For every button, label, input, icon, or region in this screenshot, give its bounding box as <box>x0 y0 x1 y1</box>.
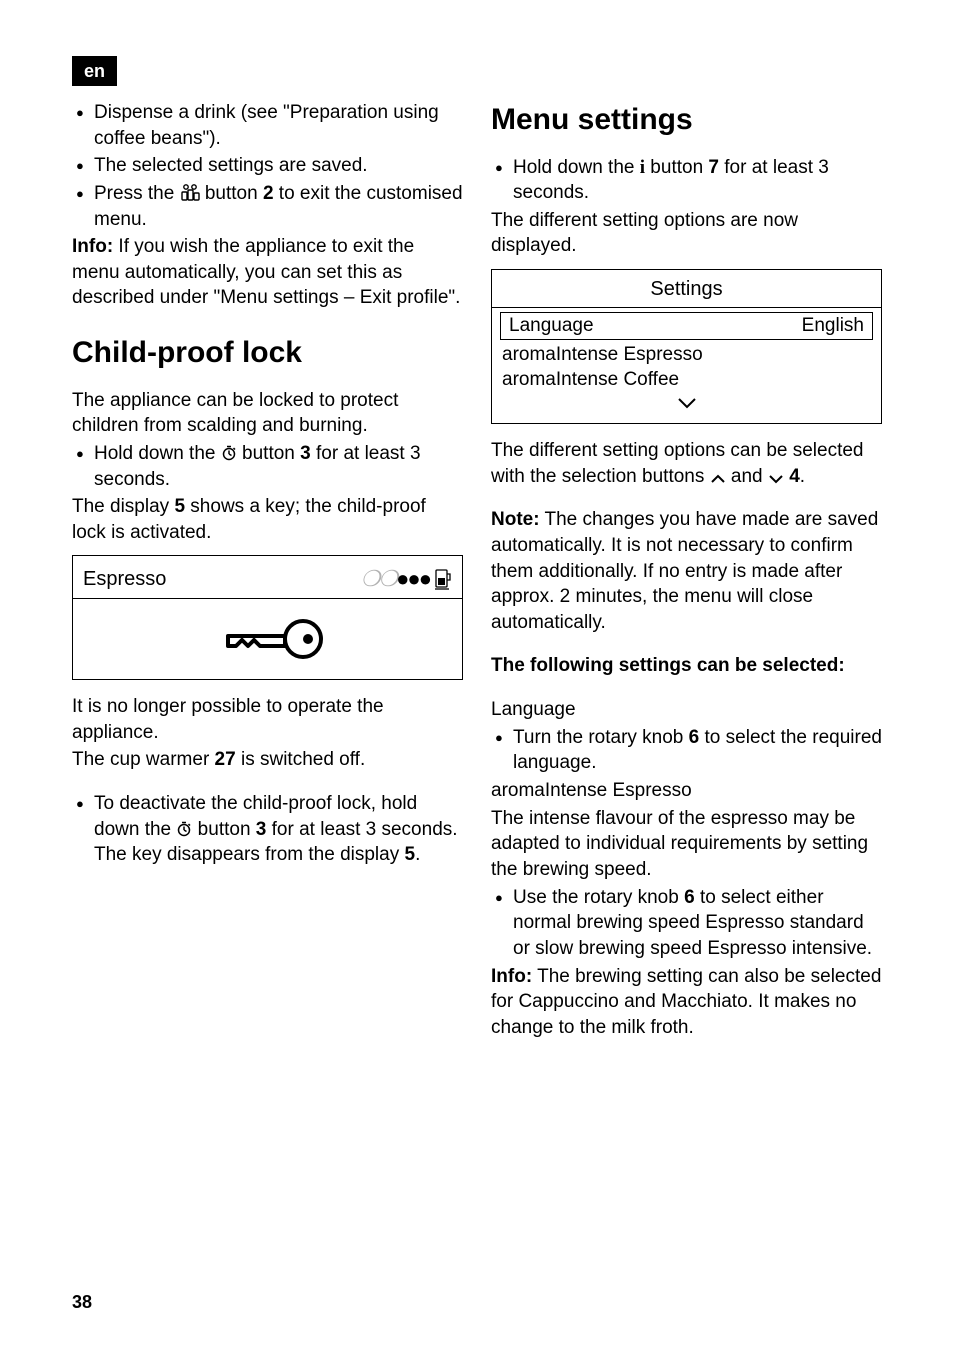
language-tag: en <box>72 56 117 86</box>
text: is switched off. <box>236 749 366 770</box>
text: The different setting options can be sel… <box>491 440 864 487</box>
text: and <box>726 466 768 487</box>
paragraph: The cup warmer 27 is switched off. <box>72 747 463 773</box>
ref-number: 5 <box>174 496 185 517</box>
chevron-down-icon <box>768 474 784 484</box>
scroll-down-indicator <box>502 393 871 417</box>
ref-number: 6 <box>684 887 695 908</box>
left-column: Dispense a drink (see "Preparation using… <box>72 100 463 1042</box>
setting-value: Cappuccino <box>518 991 618 1012</box>
text: The changes you have made are saved auto… <box>491 509 878 633</box>
setting-name-language: Language <box>491 697 882 723</box>
text: If you wish the appliance to exit the me… <box>72 236 460 308</box>
paragraph: The display 5 shows a key; the child-pro… <box>72 494 463 545</box>
text: and <box>619 991 661 1012</box>
bean-strength-indicator: ❍❍●●● <box>361 564 452 594</box>
paragraph: The different setting options can be sel… <box>491 438 882 489</box>
ref-number: 6 <box>689 727 700 748</box>
key-lock-icon <box>208 612 328 667</box>
text: . <box>800 466 805 487</box>
text: or slow brewing speed <box>513 938 707 959</box>
text: button <box>192 819 255 840</box>
heading-menu-settings: Menu settings <box>491 100 882 141</box>
settings-row: aromaIntense Espresso <box>502 342 871 368</box>
setting-value: Macchiato <box>661 991 748 1012</box>
right-column: Menu settings Hold down the i button 7 f… <box>491 100 882 1042</box>
bullet-list: Hold down the button 3 for at least 3 se… <box>72 441 463 492</box>
settings-row: aromaIntense Coffee <box>502 367 871 393</box>
list-item: Use the rotary knob 6 to select either n… <box>491 885 882 962</box>
info-label: Info: <box>72 236 113 257</box>
ref-number: 2 <box>263 183 274 204</box>
chevron-down-icon <box>677 397 697 409</box>
paragraph: It is no longer possible to operate the … <box>72 694 463 745</box>
list-item: Hold down the i button 7 for at least 3 … <box>491 155 882 206</box>
text: button <box>200 183 263 204</box>
customise-icon <box>180 183 200 201</box>
text: button <box>645 157 708 178</box>
ref-number: 4 <box>789 466 800 487</box>
paragraph: The different setting options are now di… <box>491 208 882 259</box>
chevron-up-icon <box>710 474 726 484</box>
text: Turn the rotary knob <box>513 727 689 748</box>
text: The cup warmer <box>72 749 215 770</box>
list-item: To deactivate the child-proof lock, hold… <box>72 791 463 868</box>
list-item: Turn the rotary knob 6 to select the req… <box>491 725 882 776</box>
ref-number: 27 <box>215 749 236 770</box>
heading-childproof: Child-proof lock <box>72 333 463 374</box>
ref-number: 5 <box>405 844 416 865</box>
ref-number: 3 <box>300 443 311 464</box>
list-item: Hold down the button 3 for at least 3 se… <box>72 441 463 492</box>
text: Hold down the <box>513 157 640 178</box>
settings-lang-value: English <box>802 313 864 339</box>
display-title: Espresso <box>83 566 166 593</box>
note-paragraph: Note: The changes you have made are save… <box>491 507 882 635</box>
text: Use the rotary knob <box>513 887 684 908</box>
settings-selected-row: Language English <box>500 312 873 340</box>
text: Press the <box>94 183 180 204</box>
bullet-list: Turn the rotary knob 6 to select the req… <box>491 725 882 776</box>
setting-value: Espresso standard <box>705 912 863 933</box>
settings-lang-label: Language <box>509 313 594 339</box>
clock-icon <box>221 445 237 461</box>
bullet-list: To deactivate the child-proof lock, hold… <box>72 791 463 868</box>
bullet-list: Hold down the i button 7 for at least 3 … <box>491 155 882 206</box>
ref-number: 7 <box>708 157 719 178</box>
info-paragraph: Info: If you wish the appliance to exit … <box>72 234 463 311</box>
paragraph: The intense flavour of the espresso may … <box>491 806 882 883</box>
setting-name-aroma: aromaIntense Espresso <box>491 778 882 804</box>
text: . <box>415 844 420 865</box>
settings-title: Settings <box>492 270 881 307</box>
note-label: Note: <box>491 509 540 530</box>
list-item: The selected settings are saved. <box>72 153 463 179</box>
info-paragraph: Info: The brewing setting can also be se… <box>491 964 882 1041</box>
text: Hold down the <box>94 443 221 464</box>
text: The display <box>72 496 174 517</box>
list-item: Press the button 2 to exit the customise… <box>72 181 463 232</box>
bullet-list: Use the rotary knob 6 to select either n… <box>491 885 882 962</box>
top-bullet-list: Dispense a drink (see "Preparation using… <box>72 100 463 232</box>
text: button <box>237 443 300 464</box>
display-mockup-settings: Settings Language English aromaIntense E… <box>491 269 882 424</box>
text: . <box>867 938 872 959</box>
ref-number: 3 <box>256 819 267 840</box>
list-item: Dispense a drink (see "Preparation using… <box>72 100 463 151</box>
clock-icon <box>176 821 192 837</box>
cup-icon <box>434 568 452 590</box>
info-label: Info: <box>491 966 532 987</box>
subheading-following: The following settings can be selected: <box>491 653 882 679</box>
page-number: 38 <box>72 1290 92 1314</box>
paragraph: The appliance can be locked to protect c… <box>72 388 463 439</box>
setting-value: Espresso intensive <box>707 938 866 959</box>
display-mockup-espresso: Espresso ❍❍●●● <box>72 555 463 680</box>
